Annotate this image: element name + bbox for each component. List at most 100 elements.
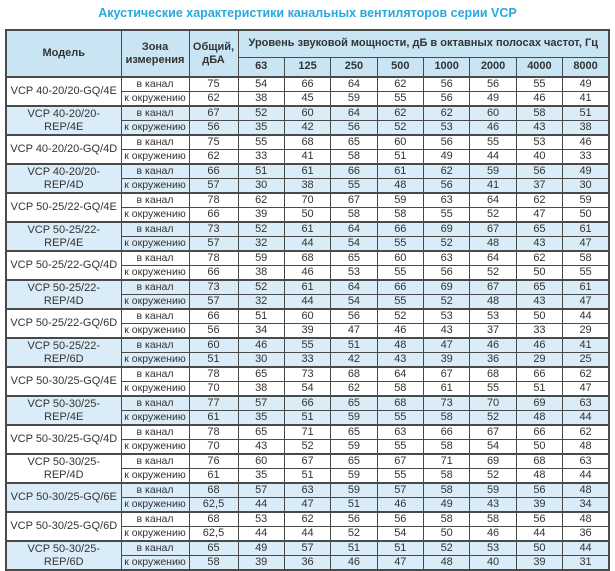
header-band-2000: 2000: [469, 56, 517, 78]
model-cell: VCP 50-30/25-REP/4D: [5, 453, 122, 484]
level-cell-125hz: 52: [283, 439, 332, 455]
level-cell-500hz: 52: [376, 308, 425, 324]
header-band-500: 500: [376, 56, 425, 78]
total-dba-cell: 61: [188, 468, 239, 484]
model-cell: VCP 40-20/20-REP/4D: [5, 163, 122, 194]
level-cell-1000hz: 56: [422, 76, 471, 92]
level-cell-125hz: 39: [283, 323, 332, 339]
level-cell-1000hz: 69: [422, 221, 471, 237]
level-cell-8000hz: 48: [562, 482, 610, 498]
level-cell-4000hz: 39: [515, 497, 564, 513]
level-cell-63hz: 52: [237, 221, 285, 237]
level-cell-250hz: 56: [330, 308, 378, 324]
zone-cell: в канал: [120, 511, 190, 527]
total-dba-cell: 66: [188, 308, 239, 324]
level-cell-125hz: 47: [283, 497, 332, 513]
header-band-4000: 4000: [515, 56, 564, 78]
level-cell-63hz: 32: [237, 236, 285, 252]
level-cell-4000hz: 69: [515, 395, 564, 411]
level-cell-125hz: 63: [283, 482, 332, 498]
level-cell-250hz: 64: [330, 279, 378, 295]
level-cell-1000hz: 53: [422, 120, 471, 136]
level-cell-500hz: 51: [376, 540, 425, 556]
level-cell-500hz: 55: [376, 410, 425, 426]
zone-cell: к окружению: [120, 236, 190, 252]
level-cell-125hz: 66: [283, 76, 332, 92]
level-cell-2000hz: 55: [469, 381, 517, 397]
table-row: к окружению 57 32 44 54 55 52 48 43 47: [6, 294, 610, 310]
level-cell-8000hz: 33: [562, 149, 610, 165]
level-cell-125hz: 45: [283, 91, 332, 107]
level-cell-8000hz: 55: [562, 265, 610, 281]
model-cell: VCP 50-25/22-REP/4D: [5, 279, 122, 310]
model-cell: VCP 50-30/25-GQ/4E: [5, 366, 122, 397]
level-cell-1000hz: 63: [422, 192, 471, 208]
table-row: VCP 40-20/20-GQ/4E в канал 75 54 66 64 62 56 56 5…: [5, 76, 610, 107]
header-band-group: Уровень звуковой мощности, дБ в октавных…: [237, 29, 610, 58]
level-cell-1000hz: 49: [422, 497, 471, 513]
total-dba-cell: 62: [188, 91, 239, 107]
level-cell-1000hz: 43: [422, 323, 471, 339]
zone-cell: в канал: [120, 163, 190, 179]
table-row: VCP 50-25/22-GQ/4E в канал 78 62 70 67 59 63 64 6…: [5, 192, 610, 223]
zone-cell: в канал: [120, 337, 190, 353]
level-cell-125hz: 44: [283, 526, 332, 542]
level-cell-8000hz: 63: [562, 453, 610, 469]
level-cell-1000hz: 58: [422, 439, 471, 455]
level-cell-125hz: 61: [283, 163, 332, 179]
level-cell-4000hz: 50: [515, 308, 564, 324]
total-dba-cell: 66: [188, 265, 239, 281]
total-dba-cell: 75: [188, 134, 239, 150]
table-row: VCP 50-30/25-GQ/6E в канал 68 57 63 59 57 58 59 5…: [5, 482, 610, 513]
model-cell: VCP 50-30/25-REP/6D: [5, 540, 122, 571]
level-cell-250hz: 65: [330, 453, 378, 469]
level-cell-2000hz: 46: [469, 120, 517, 136]
level-cell-4000hz: 43: [515, 294, 564, 310]
level-cell-500hz: 61: [376, 163, 425, 179]
zone-cell: в канал: [120, 221, 190, 237]
level-cell-63hz: 38: [237, 91, 285, 107]
total-dba-cell: 68: [188, 482, 239, 498]
level-cell-2000hz: 59: [469, 163, 517, 179]
level-cell-250hz: 52: [330, 526, 378, 542]
level-cell-4000hz: 33: [515, 323, 564, 339]
level-cell-125hz: 51: [283, 468, 332, 484]
total-dba-cell: 78: [188, 192, 239, 208]
zone-cell: к окружению: [120, 207, 190, 223]
level-cell-250hz: 54: [330, 294, 378, 310]
total-dba-cell: 78: [188, 250, 239, 266]
zone-cell: в канал: [120, 482, 190, 498]
level-cell-500hz: 60: [376, 134, 425, 150]
zone-cell: к окружению: [120, 555, 190, 571]
level-cell-2000hz: 48: [469, 294, 517, 310]
level-cell-63hz: 59: [237, 250, 285, 266]
header-band-250: 250: [330, 56, 378, 78]
level-cell-63hz: 57: [237, 482, 285, 498]
zone-cell: в канал: [120, 453, 190, 469]
level-cell-2000hz: 46: [469, 337, 517, 353]
level-cell-1000hz: 52: [422, 540, 471, 556]
level-cell-63hz: 54: [237, 76, 285, 92]
level-cell-1000hz: 48: [422, 555, 471, 571]
model-group: VCP 50-30/25-GQ/4E в канал 78 65 73 68 64 67 68 6…: [5, 366, 610, 397]
header-band-125: 125: [283, 56, 332, 78]
level-cell-4000hz: 68: [515, 453, 564, 469]
level-cell-250hz: 58: [330, 149, 378, 165]
level-cell-4000hz: 37: [515, 178, 564, 194]
level-cell-2000hz: 52: [469, 410, 517, 426]
level-cell-125hz: 55: [283, 337, 332, 353]
level-cell-63hz: 57: [237, 395, 285, 411]
total-dba-cell: 73: [188, 221, 239, 237]
total-dba-cell: 78: [188, 366, 239, 382]
level-cell-63hz: 52: [237, 105, 285, 121]
header-band-1000: 1000: [422, 56, 471, 78]
level-cell-250hz: 59: [330, 439, 378, 455]
level-cell-4000hz: 40: [515, 149, 564, 165]
acoustic-characteristics-table: Модель Зона измерения Общий, дБА Уровень…: [5, 29, 610, 571]
table-row: к окружению 51 30 33 42 43 39 36 29 25: [6, 352, 610, 368]
level-cell-4000hz: 56: [515, 511, 564, 527]
table-row: VCP 50-30/25-REP/6D в канал 65 49 57 51 51 52 53…: [5, 540, 610, 571]
level-cell-4000hz: 29: [515, 352, 564, 368]
level-cell-500hz: 57: [376, 482, 425, 498]
level-cell-1000hz: 56: [422, 178, 471, 194]
